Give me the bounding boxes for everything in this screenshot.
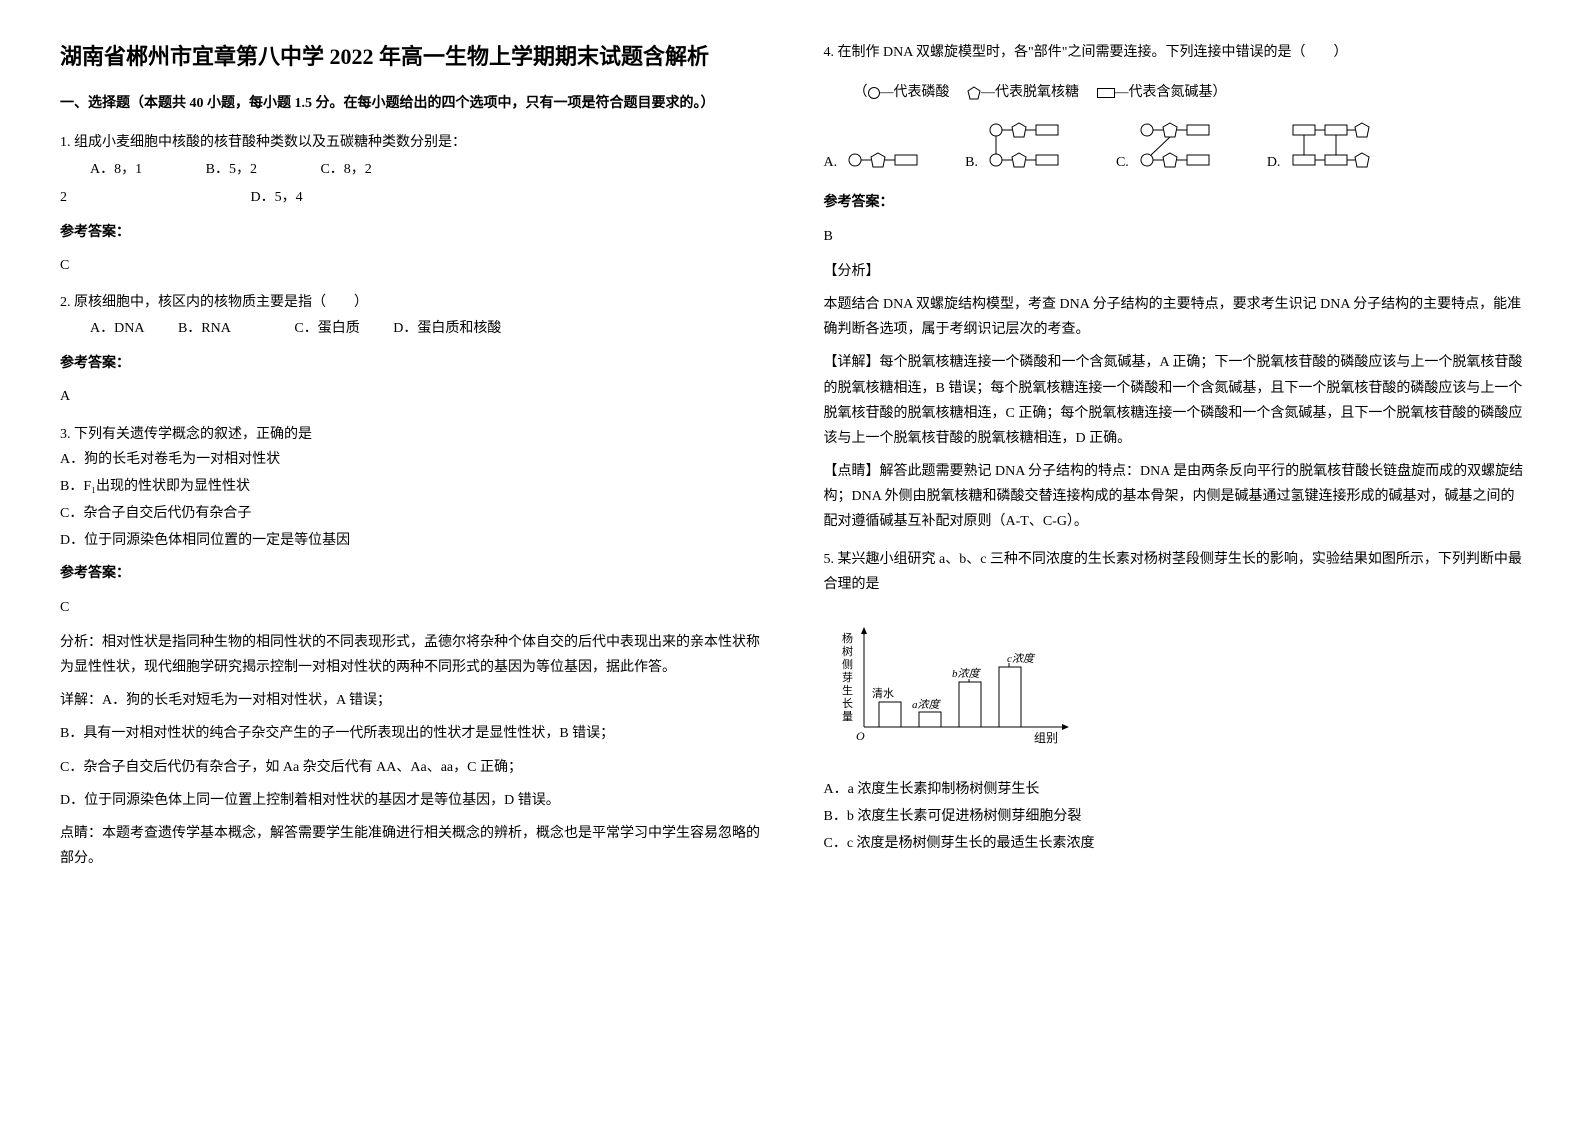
option-label-d: D.	[1267, 150, 1281, 175]
question-1: 1. 组成小麦细胞中核酸的核苷酸种类数以及五碳糖种类数分别是： A．8，1 B．…	[60, 130, 764, 278]
analysis: 分析：相对性状是指同种生物的相同性状的不同表现形式，孟德尔将杂种个体自交的后代中…	[60, 630, 764, 680]
answer-label: 参考答案：	[60, 561, 764, 586]
option-d: D．蛋白质和核酸	[393, 315, 501, 343]
dna-diagram-c	[1137, 120, 1227, 175]
anno-c: c浓度	[1007, 652, 1036, 665]
detail-c: C．杂合子自交后代仍有杂合子，如 Aa 杂交后代有 AA、Aa、aa，C 正确；	[60, 755, 764, 780]
question-4: 4. 在制作 DNA 双螺旋模型时，各"部件"之间需要连接。下列连接中错误的是（…	[824, 40, 1528, 535]
answer-value: C	[60, 595, 764, 620]
option-c: C．c 浓度是杨树侧芽生长的最适生长素浓度	[824, 831, 1528, 856]
answer-label: 参考答案：	[824, 190, 1528, 215]
question-5: 5. 某兴趣小组研究 a、b、c 三种不同浓度的生长素对杨树茎段侧芽生长的影响，…	[824, 547, 1528, 857]
anno-a: a浓度	[912, 698, 941, 711]
option-b: B．RNA	[178, 315, 231, 343]
question-text: 3. 下列有关遗传学概念的叙述，正确的是	[60, 422, 764, 447]
bar-chart: 杨 树 侧 芽 生 长 量 O 组别 清水	[824, 612, 1528, 762]
option-c: C．蛋白质	[294, 315, 359, 343]
analysis: 本题结合 DNA 双螺旋结构模型，考查 DNA 分子结构的主要特点，要求考生识记…	[824, 292, 1528, 342]
chart-svg: 杨 树 侧 芽 生 长 量 O 组别 清水	[834, 622, 1094, 752]
detail: 【详解】每个脱氧核糖连接一个磷酸和一个含氮碱基，A 正确；下一个脱氧核苷酸的磷酸…	[824, 350, 1528, 451]
section-header: 一、选择题（本题共 40 小题，每小题 1.5 分。在每小题给出的四个选项中，只…	[60, 93, 764, 115]
option-b: B．b 浓度生长素可促进杨树侧芽细胞分裂	[824, 804, 1528, 829]
left-column: 湖南省郴州市宜章第八中学 2022 年高一生物上学期期末试题含解析 一、选择题（…	[60, 40, 764, 883]
dna-option-a: A.	[824, 120, 926, 175]
y-label-6: 长	[842, 697, 853, 710]
anno-b: b浓度	[952, 667, 981, 680]
option-label-a: A.	[824, 150, 838, 175]
answer-label: 参考答案：	[60, 351, 764, 376]
answer-label: 参考答案：	[60, 220, 764, 245]
question-text: 4. 在制作 DNA 双螺旋模型时，各"部件"之间需要连接。下列连接中错误的是（…	[824, 40, 1528, 65]
question-text: 5. 某兴趣小组研究 a、b、c 三种不同浓度的生长素对杨树茎段侧芽生长的影响，…	[824, 547, 1528, 597]
dna-options: A. B.	[824, 120, 1528, 175]
bar-b	[959, 682, 981, 727]
y-label-4: 芽	[842, 670, 853, 684]
legend-row: （—代表磷酸 —代表脱氧核糖 —代表含氮碱基）	[854, 80, 1528, 105]
option-a: A．8，1	[90, 156, 142, 184]
dna-option-b: B.	[965, 120, 1076, 175]
right-column: 4. 在制作 DNA 双螺旋模型时，各"部件"之间需要连接。下列连接中错误的是（…	[824, 40, 1528, 883]
options-row-2: 2 D．5，4	[60, 184, 764, 212]
question-text: 1. 组成小麦细胞中核酸的核苷酸种类数以及五碳糖种类数分别是：	[60, 130, 764, 155]
document-title: 湖南省郴州市宜章第八中学 2022 年高一生物上学期期末试题含解析	[60, 40, 764, 73]
page-container: 湖南省郴州市宜章第八中学 2022 年高一生物上学期期末试题含解析 一、选择题（…	[60, 40, 1527, 883]
y-label-5: 生	[842, 683, 853, 697]
anno-water: 清水	[872, 687, 894, 700]
answer-value: A	[60, 384, 764, 409]
bar-water	[879, 702, 901, 727]
question-text: 2. 原核细胞中，核区内的核物质主要是指（ ）	[60, 290, 764, 315]
y-label-7: 量	[842, 710, 853, 723]
circle-icon	[868, 87, 880, 99]
pentagon-icon	[967, 86, 981, 100]
option-c-tail: 2	[60, 184, 67, 212]
answer-value: C	[60, 253, 764, 278]
options-row: A．DNA B．RNA C．蛋白质 D．蛋白质和核酸	[90, 315, 764, 343]
option-label-c: C.	[1116, 150, 1129, 175]
y-label-1: 杨	[842, 631, 853, 645]
options-row: A．8，1 B．5，2 C．8，2	[90, 156, 764, 184]
dna-diagram-b	[986, 120, 1076, 175]
option-b: B．F₁出现的性状即为显性性状	[60, 474, 764, 499]
option-a: A．狗的长毛对卷毛为一对相对性状	[60, 447, 764, 472]
option-b: B．5，2	[206, 156, 257, 184]
option-c: C．8，2	[320, 156, 371, 184]
y-label-3: 侧	[842, 658, 853, 671]
bar-c	[999, 667, 1021, 727]
option-d: D．位于同源染色体相同位置的一定是等位基因	[60, 528, 764, 553]
question-2: 2. 原核细胞中，核区内的核物质主要是指（ ） A．DNA B．RNA C．蛋白…	[60, 290, 764, 410]
option-label-b: B.	[965, 150, 978, 175]
bar-a	[919, 712, 941, 727]
dna-option-d: D.	[1267, 120, 1389, 175]
dna-diagram-a	[845, 145, 925, 175]
detail-b: B．具有一对相对性状的纯合子杂交产生的子一代所表现出的性状才是显性性状，B 错误…	[60, 721, 764, 746]
rect-icon	[1097, 88, 1115, 98]
analysis-label: 【分析】	[824, 259, 1528, 284]
answer-value: B	[824, 224, 1528, 249]
option-a: A．a 浓度生长素抑制杨树侧芽生长	[824, 777, 1528, 802]
dna-option-c: C.	[1116, 120, 1227, 175]
question-3: 3. 下列有关遗传学概念的叙述，正确的是 A．狗的长毛对卷毛为一对相对性状 B．…	[60, 422, 764, 872]
detail-d: D．位于同源染色体上同一位置上控制着相对性状的基因才是等位基因，D 错误。	[60, 788, 764, 813]
y-label-2: 树	[842, 644, 853, 658]
point: 点睛：本题考查遗传学基本概念，解答需要学生能准确进行相关概念的辨析，概念也是平常…	[60, 821, 764, 871]
point: 【点睛】解答此题需要熟记 DNA 分子结构的特点：DNA 是由两条反向平行的脱氧…	[824, 459, 1528, 535]
option-c: C．杂合子自交后代仍有杂合子	[60, 501, 764, 526]
option-d: D．5，4	[251, 184, 303, 212]
option-a: A．DNA	[90, 315, 144, 343]
x-label: 组别	[1034, 731, 1058, 745]
detail-a: 详解：A．狗的长毛对短毛为一对相对性状，A 错误；	[60, 688, 764, 713]
origin-label: O	[856, 729, 865, 743]
dna-diagram-d	[1288, 120, 1388, 175]
